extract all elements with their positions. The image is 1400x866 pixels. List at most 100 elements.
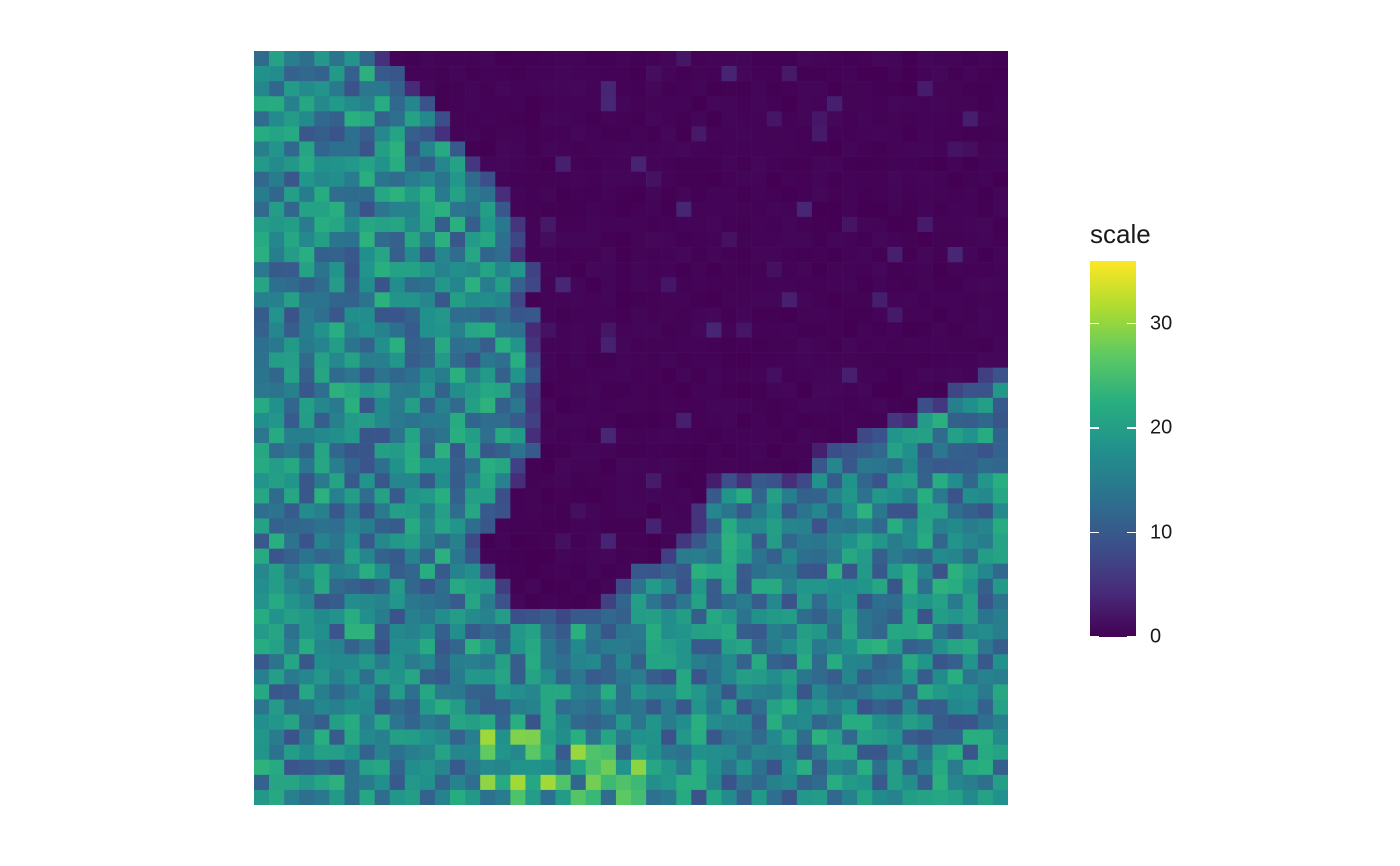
heatmap-cell: [329, 51, 345, 67]
heatmap-cell: [661, 141, 677, 157]
heatmap-cell: [495, 397, 511, 414]
heatmap-cell: [962, 111, 979, 127]
heatmap-cell: [932, 247, 948, 263]
heatmap-cell: [314, 81, 330, 97]
heatmap-cell: [932, 171, 948, 188]
heatmap-cell: [540, 367, 556, 384]
heatmap-cell: [434, 518, 451, 534]
heatmap-cell: [962, 443, 979, 459]
heatmap-cell: [495, 292, 511, 308]
heatmap-cell: [751, 156, 768, 172]
heatmap-cell: [766, 593, 783, 610]
heatmap-cell: [510, 141, 526, 157]
heatmap-cell: [495, 141, 511, 157]
heatmap-cell: [570, 593, 587, 610]
heatmap-cell: [962, 488, 979, 504]
legend-title: scale: [1090, 219, 1151, 249]
heatmap-cell: [992, 81, 1008, 97]
heatmap-cell: [434, 548, 451, 565]
heatmap-cell: [329, 96, 345, 112]
heatmap-cell: [977, 443, 994, 459]
heatmap-cell: [766, 578, 783, 595]
heatmap-cell: [646, 111, 662, 127]
heatmap-cell: [600, 684, 617, 700]
heatmap-cell: [631, 247, 647, 263]
heatmap-cell: [902, 639, 918, 655]
heatmap-cell: [359, 201, 375, 218]
heatmap-cell: [465, 503, 481, 519]
heatmap-cell: [570, 669, 587, 685]
heatmap-cell: [631, 593, 647, 610]
heatmap-cell: [736, 548, 752, 565]
heatmap-cell: [374, 186, 391, 203]
heatmap-cell: [796, 488, 813, 504]
heatmap-cell: [359, 216, 375, 233]
heatmap-cell: [751, 624, 768, 640]
heatmap-cell: [796, 337, 813, 353]
heatmap-cell: [781, 337, 798, 353]
heatmap-cell: [811, 412, 828, 429]
heatmap-cell: [676, 412, 692, 429]
heatmap-cell: [465, 81, 481, 97]
heatmap-cell: [721, 774, 737, 791]
heatmap-cell: [254, 744, 270, 761]
heatmap-cell: [450, 412, 466, 429]
heatmap-cell: [480, 201, 496, 218]
heatmap-cell: [374, 247, 391, 263]
heatmap-cell: [661, 548, 677, 565]
heatmap-cell: [299, 684, 315, 700]
heatmap-cell: [434, 111, 451, 127]
heatmap-cell: [480, 247, 496, 263]
heatmap-cell: [284, 277, 300, 293]
heatmap-cell: [600, 292, 617, 308]
heatmap-cell: [615, 639, 632, 655]
heatmap-cell: [977, 126, 994, 142]
heatmap-cell: [450, 111, 466, 127]
heatmap-cell: [434, 789, 451, 805]
heatmap-cell: [284, 443, 300, 459]
heatmap-cell: [932, 367, 948, 384]
heatmap-cell: [676, 443, 692, 459]
heatmap-cell: [314, 367, 330, 384]
heatmap-cell: [585, 714, 602, 730]
heatmap-cell: [646, 412, 662, 429]
heatmap-cell: [706, 81, 722, 97]
heatmap-cell: [977, 247, 994, 263]
heatmap-cell: [917, 699, 933, 715]
heatmap-cell: [811, 367, 828, 384]
heatmap-cell: [932, 714, 948, 730]
heatmap-cell: [811, 156, 828, 172]
heatmap-cell: [992, 593, 1008, 610]
heatmap-cell: [419, 608, 436, 625]
heatmap-cell: [510, 548, 526, 565]
heatmap-cell: [706, 201, 722, 218]
heatmap-cell: [857, 337, 873, 353]
heatmap-cell: [450, 669, 466, 685]
heatmap-cell: [706, 699, 722, 715]
heatmap-cell: [465, 428, 481, 444]
heatmap-cell: [646, 729, 662, 745]
heatmap-cell: [676, 533, 692, 549]
heatmap-cell: [585, 563, 602, 580]
heatmap-cell: [646, 639, 662, 655]
heatmap-cell: [706, 789, 722, 805]
heatmap-cell: [736, 247, 752, 263]
heatmap-cell: [827, 789, 843, 805]
heatmap-cell: [555, 473, 571, 489]
heatmap-cell: [781, 744, 798, 761]
heatmap-cell: [811, 669, 828, 685]
heatmap-cell: [434, 412, 451, 429]
heatmap-cell: [495, 624, 511, 640]
heatmap-cell: [932, 759, 948, 776]
heatmap-cell: [887, 96, 903, 112]
heatmap-cell: [842, 367, 858, 384]
heatmap-cell: [525, 548, 541, 565]
heatmap-cell: [374, 488, 391, 504]
heatmap-cell: [254, 307, 270, 323]
heatmap-cell: [691, 518, 707, 534]
heatmap-cell: [962, 533, 979, 549]
heatmap-cell: [314, 759, 330, 776]
heatmap-cell: [766, 81, 783, 97]
heatmap-cell: [902, 201, 918, 218]
heatmap-cell: [706, 759, 722, 776]
